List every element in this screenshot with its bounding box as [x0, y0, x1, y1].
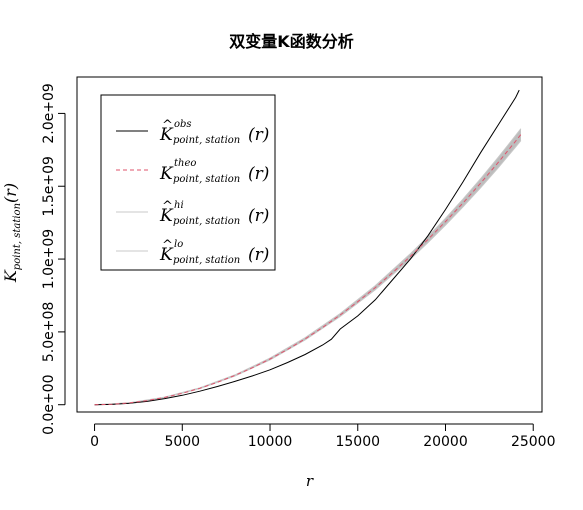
- svg-text:(r): (r): [248, 245, 269, 265]
- svg-text:K: K: [159, 125, 174, 145]
- svg-text:obs: obs: [174, 119, 192, 130]
- x-tick-label: 0: [90, 434, 99, 450]
- svg-text:K: K: [159, 245, 174, 265]
- svg-text:point, station: point, station: [173, 255, 240, 266]
- svg-text:hi: hi: [174, 200, 184, 211]
- x-tick-label: 5000: [164, 434, 200, 450]
- chart-title: 双变量K函数分析: [229, 32, 354, 51]
- y-axis-label: Kpoint, station(r): [1, 183, 23, 283]
- svg-text:point, station: point, station: [173, 174, 240, 185]
- y-tick-label: 0.0e+00: [41, 374, 57, 434]
- plot-frame: [76, 76, 543, 413]
- y-tick-label: 5.0e+08: [41, 302, 57, 362]
- series-theo-line: [94, 134, 522, 406]
- legend-label-lo: K^ lo point, station (r): [159, 238, 269, 266]
- svg-text:point, station: point, station: [173, 216, 240, 227]
- svg-text:theo: theo: [174, 158, 196, 169]
- series-obs-line: [94, 89, 520, 406]
- legend-box: [100, 94, 276, 271]
- x-tick-label: 20000: [423, 434, 468, 450]
- svg-text:lo: lo: [174, 239, 183, 250]
- svg-text:point, station: point, station: [173, 135, 240, 146]
- y-tick-label: 2.0e+09: [41, 83, 57, 143]
- svg-text:K: K: [159, 206, 174, 226]
- y-tick-label: 1.5e+09: [41, 156, 57, 216]
- hat-accent: ^: [162, 118, 173, 133]
- svg-text:K: K: [159, 164, 174, 184]
- svg-text:(r): (r): [248, 125, 269, 145]
- series-hi-line: [94, 128, 522, 406]
- svg-text:(r): (r): [248, 164, 269, 184]
- hat-accent: ^: [162, 199, 173, 214]
- y-tick-label: 1.0e+09: [41, 229, 57, 289]
- legend-label-obs: K^ obs point, station (r): [159, 118, 269, 146]
- x-tick-label: 10000: [248, 434, 293, 450]
- x-axis-label: r: [306, 472, 314, 490]
- svg-text:(r): (r): [248, 206, 269, 226]
- x-tick-label: 15000: [335, 434, 380, 450]
- x-tick-label: 25000: [511, 434, 556, 450]
- legend-label-hi: K^ hi point, station (r): [159, 199, 269, 227]
- hat-accent: ^: [162, 238, 173, 253]
